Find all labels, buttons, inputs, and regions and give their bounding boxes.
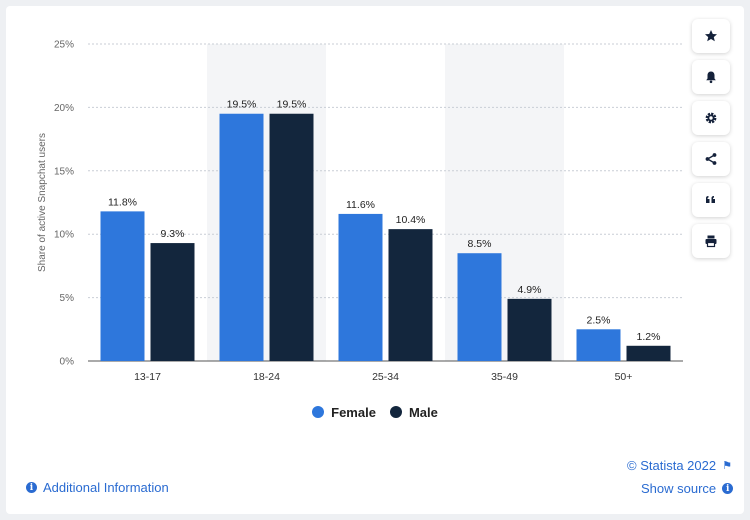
share-icon [705,153,717,165]
bar-female [100,211,145,361]
data-label: 8.5% [468,238,492,250]
y-tick-label: 25% [54,40,74,51]
legend-swatch-female [312,406,325,418]
x-tick-label: 35-49 [491,371,518,383]
y-tick-label: 15% [54,166,74,177]
bar-male [388,229,433,361]
notification-bell-icon [706,71,716,84]
source-info-icon: i [722,483,734,494]
show-source-label: Show source [641,481,717,496]
settings-gear-button[interactable] [692,101,730,135]
additional-information-link[interactable]: i Additional Information [26,480,169,495]
bar-male [269,113,314,362]
y-tick-label: 20% [54,103,74,114]
share-button[interactable] [692,142,730,176]
favorite-star-button[interactable] [692,19,730,53]
notification-bell-button[interactable] [692,60,730,94]
legend-label-female: Female [331,404,376,420]
y-tick-label: 10% [54,230,74,241]
favorite-star-icon [705,30,717,42]
data-label: 11.6% [346,199,375,211]
copyright-text: © Statista 2022 [627,458,717,473]
chart-legend: Female Male [0,402,750,422]
data-label: 11.8% [108,196,137,208]
legend-item-female[interactable]: Female [312,405,376,420]
x-tick-label: 50+ [615,371,633,383]
y-tick-label: 0% [60,357,75,368]
print-button[interactable] [692,224,730,258]
bar-female [457,253,502,361]
print-icon [705,235,717,248]
data-label: 4.9% [518,284,542,296]
additional-information-label: Additional Information [43,480,169,495]
bar-female [576,329,621,361]
data-label: 1.2% [637,331,661,343]
data-label: 19.5% [227,99,257,111]
data-label: 10.4% [396,214,426,226]
legend-label-male: Male [408,404,438,420]
y-axis-title: Share of active Snapchat users [37,133,48,272]
y-tick-label: 5% [60,293,75,304]
bar-male [507,298,552,361]
data-label: 2.5% [587,314,611,326]
x-tick-label: 13-17 [134,371,161,383]
bar-chart: 0% 5% 10% 15% 20% 25% Share of active Snapchat… [37,40,683,383]
settings-gear-icon [705,112,717,124]
cite-quote-button[interactable] [692,183,730,217]
x-tick-label: 25-34 [372,371,399,383]
cite-quote-icon [706,196,715,203]
bar-female [338,213,383,361]
legend-item-male[interactable]: Male [389,404,438,420]
legend-swatch-male [389,406,402,418]
bar-female [219,113,264,362]
data-label: 9.3% [161,228,185,240]
statista-copyright-link[interactable]: © Statista 2022 ⚑ [627,458,732,473]
info-icon: i [26,482,37,493]
bar-male [626,345,671,361]
x-tick-label: 18-24 [253,371,280,383]
flag-icon: ⚑ [722,460,732,472]
bar-male [150,243,195,361]
show-source-link[interactable]: Show source i [641,481,734,496]
data-label: 19.5% [277,99,307,111]
